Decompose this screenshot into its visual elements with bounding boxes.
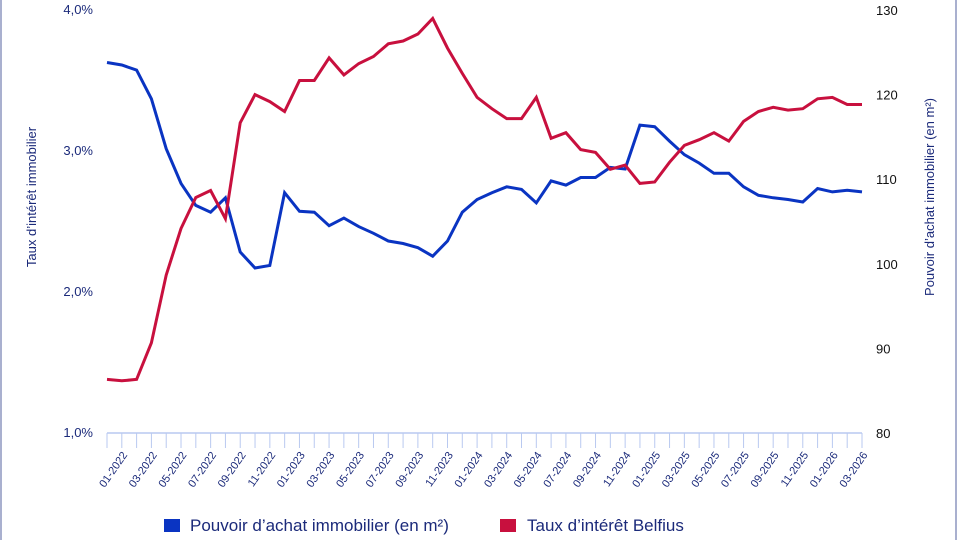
legend-swatch-pouvoir <box>164 519 180 532</box>
legend: Pouvoir d’achat immobilier (en m²) Taux … <box>164 516 684 535</box>
x-tick-label: 03-2024 <box>482 450 515 490</box>
right-tick-label: 120 <box>876 88 898 103</box>
x-tick-label: 09-2024 <box>571 450 604 490</box>
left-tick-label: 1,0% <box>63 425 93 440</box>
series-lines <box>106 15 863 383</box>
x-tick-label: 07-2024 <box>541 450 574 490</box>
x-tick-label: 05-2024 <box>512 450 545 490</box>
right-tick-label: 110 <box>876 172 897 187</box>
right-tick-label: 90 <box>876 341 890 356</box>
left-tick-label: 3,0% <box>63 143 93 158</box>
x-tick-label: 09-2022 <box>216 450 249 490</box>
x-tick-label: 05-2023 <box>334 450 367 490</box>
left-axis-ticks: 1,0% 2,0% 3,0% 4,0% <box>63 2 93 440</box>
right-tick-label: 100 <box>876 257 898 272</box>
x-tick-label: 11-2023 <box>423 450 456 489</box>
x-tick-label: 07-2025 <box>719 450 752 490</box>
x-tick-label: 09-2025 <box>749 450 782 490</box>
x-tick-label: 03-2025 <box>660 450 693 490</box>
x-tick-label: 01-2026 <box>808 450 841 490</box>
x-tick-label: 03-2026 <box>837 450 870 490</box>
right-tick-label: 80 <box>876 426 890 441</box>
x-axis: 01-202203-202205-202207-202209-202211-20… <box>97 432 870 490</box>
x-tick-label: 03-2023 <box>305 450 338 490</box>
x-tick-label: 07-2023 <box>364 450 397 490</box>
legend-swatch-taux <box>500 519 516 532</box>
left-tick-label: 2,0% <box>63 284 93 299</box>
x-tick-label: 01-2023 <box>275 450 308 490</box>
series-line-pouvoir-achat <box>106 61 863 270</box>
legend-label-taux: Taux d’intérêt Belfius <box>527 516 684 535</box>
right-axis-ticks: 80 90 100 110 120 130 <box>876 3 898 441</box>
right-tick-label: 130 <box>876 3 898 18</box>
x-tick-label: 11-2022 <box>246 450 279 489</box>
x-tick-label: 09-2023 <box>393 450 426 490</box>
x-tick-label: 01-2022 <box>97 450 130 490</box>
x-tick-label: 11-2025 <box>779 450 812 489</box>
x-tick-label: 07-2022 <box>186 450 219 490</box>
legend-label-pouvoir: Pouvoir d’achat immobilier (en m²) <box>190 516 449 535</box>
left-tick-label: 4,0% <box>63 2 93 17</box>
x-tick-label: 03-2022 <box>127 450 160 490</box>
left-axis-title: Taux d’intérêt immobilier <box>24 126 39 267</box>
x-tick-label: 11-2024 <box>601 450 634 489</box>
x-tick-label: 01-2024 <box>453 450 486 490</box>
x-tick-label: 01-2025 <box>630 450 663 490</box>
right-axis-title: Pouvoir d’achat immobilier (en m²) <box>922 98 937 296</box>
x-tick-label: 05-2025 <box>689 450 722 490</box>
x-tick-label: 05-2022 <box>156 450 189 490</box>
series-line-taux-belfius <box>106 15 862 383</box>
